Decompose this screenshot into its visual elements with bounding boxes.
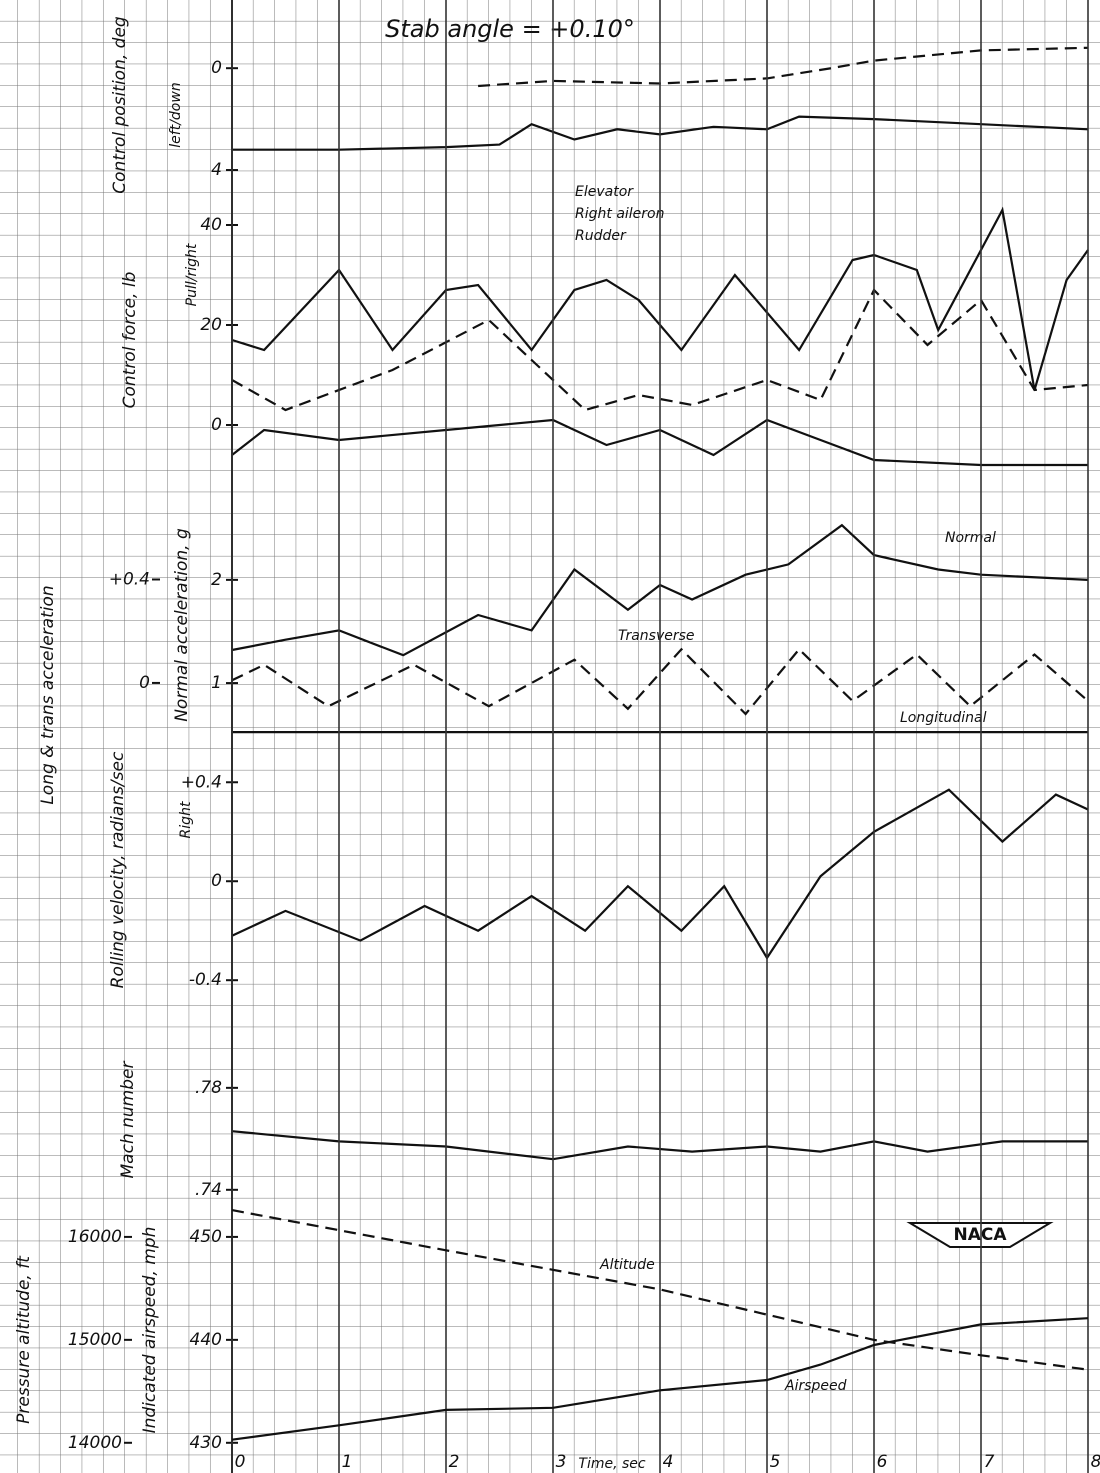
y-axis-label: Normal acceleration, g [172, 528, 192, 722]
x-tick-label: 0 [235, 1452, 246, 1472]
y-axis-label: Mach number [118, 1061, 138, 1179]
y-tick-label: 0 [211, 871, 222, 891]
y2-axis-label: Pressure altitude, ft [14, 1255, 34, 1424]
series-line [231, 288, 1089, 412]
chart-title: Stab angle = +0.10° [385, 15, 635, 43]
x-tick-label: 3 [556, 1452, 567, 1472]
y-tick-label: 40 [200, 215, 222, 235]
y-tick-label: 450 [190, 1227, 222, 1247]
series-label: Normal [945, 530, 996, 546]
y-tick-label: 440 [190, 1330, 222, 1350]
legend-entry: Rudder [575, 228, 627, 244]
y-tick-label: 0 [211, 58, 222, 78]
x-tick-label: 7 [984, 1452, 995, 1472]
y-axis-sublabel: left/down [168, 82, 184, 147]
y-tick-label: .78 [195, 1078, 222, 1098]
x-tick-label: 6 [877, 1452, 888, 1472]
y-tick-label: .74 [195, 1180, 222, 1200]
series-line [231, 1209, 1089, 1371]
x-tick-label: 4 [663, 1452, 674, 1472]
y-axis-sublabel: Right [178, 801, 194, 838]
y-tick-label: 2 [211, 570, 222, 590]
series-line [231, 647, 1089, 716]
x-tick-label: 2 [449, 1452, 460, 1472]
x-tick-label: 1 [342, 1452, 353, 1472]
series-line [232, 115, 1089, 151]
y2-tick-label: +0.4 [109, 569, 150, 589]
y-tick-label: 430 [190, 1433, 222, 1453]
y-axis-label: Indicated airspeed, mph [140, 1227, 160, 1434]
y2-tick-label: 0 [139, 673, 150, 693]
y-tick-label: 20 [200, 315, 222, 335]
series-label: Altitude [599, 1257, 655, 1273]
y2-tick-label: 15000 [68, 1330, 122, 1350]
x-axis-label: Time, sec [578, 1456, 646, 1472]
x-tick-label: 5 [770, 1452, 781, 1472]
y2-tick-label: 14000 [68, 1433, 122, 1453]
legend-entry: Elevator [575, 184, 634, 200]
y-axis-label: Rolling velocity, radians/sec [108, 751, 128, 988]
series-label: Transverse [618, 628, 695, 644]
series-line [231, 206, 1089, 391]
y2-tick-label: 16000 [68, 1227, 122, 1247]
series-line [231, 1130, 1088, 1161]
y-tick-label: +0.4 [181, 772, 222, 792]
y-tick-label: -0.4 [189, 970, 222, 990]
series-label: Longitudinal [900, 710, 987, 726]
logo-wing [906, 1222, 1054, 1248]
y-tick-label: 4 [211, 160, 222, 180]
x-tick-label: 8 [1091, 1452, 1100, 1472]
y2-axis-label: Long & trans acceleration [38, 585, 58, 804]
y-axis-sublabel: Pull/right [184, 243, 200, 306]
y-tick-label: 1 [211, 673, 222, 693]
legend-entry: Right aileron [575, 206, 664, 222]
series-line [231, 1317, 1089, 1441]
series-line [231, 788, 1089, 960]
y-axis-label: Control position, deg [110, 16, 130, 194]
y-axis-label: Control force, lb [120, 272, 140, 409]
series-label: Airspeed [784, 1378, 847, 1394]
y-tick-label: 0 [211, 415, 222, 435]
